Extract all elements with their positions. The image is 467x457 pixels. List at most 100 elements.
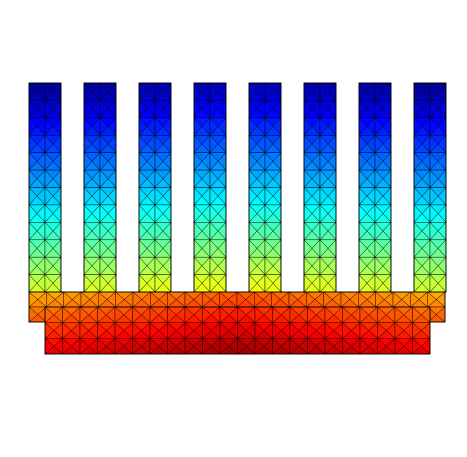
mesh-element xyxy=(44,274,54,293)
mesh-element xyxy=(319,239,329,258)
mesh-element xyxy=(272,322,282,339)
mesh-element xyxy=(359,322,370,339)
mesh-element xyxy=(394,322,405,339)
mesh-element xyxy=(374,100,384,119)
mesh-element xyxy=(97,322,107,339)
mesh-element xyxy=(429,256,439,275)
mesh-element xyxy=(209,169,219,188)
mesh-element xyxy=(412,322,422,339)
mesh-element xyxy=(319,117,329,136)
mesh-element xyxy=(374,117,384,136)
mesh-element xyxy=(154,82,164,101)
mesh-element xyxy=(44,204,54,223)
fin-5 xyxy=(248,82,282,293)
mesh-element xyxy=(429,117,439,136)
mesh-element xyxy=(307,322,317,339)
mesh-element xyxy=(264,204,274,223)
mesh-element xyxy=(44,256,54,275)
mesh-element xyxy=(394,306,405,323)
mesh-element xyxy=(377,306,387,323)
mesh-element xyxy=(374,82,384,101)
mesh-element xyxy=(209,274,219,293)
mesh-element xyxy=(98,291,108,308)
mesh-element xyxy=(219,306,230,323)
mesh-element xyxy=(412,338,422,355)
mesh-element xyxy=(324,322,335,339)
mesh-element xyxy=(219,291,229,308)
mesh-element xyxy=(79,338,90,355)
mesh-element xyxy=(319,135,329,153)
mesh-element xyxy=(99,135,109,153)
mesh-element xyxy=(237,338,247,355)
mesh-element xyxy=(114,322,125,339)
mesh-element xyxy=(429,274,439,293)
mesh-element xyxy=(44,100,54,119)
mesh-element xyxy=(374,152,384,171)
mesh-element xyxy=(307,338,317,355)
mesh-element xyxy=(209,82,219,101)
mesh-element xyxy=(62,338,72,355)
mesh-element xyxy=(154,222,164,241)
mesh-element xyxy=(342,306,352,323)
mesh-element xyxy=(237,306,247,323)
mesh-element xyxy=(132,338,142,355)
mesh-element xyxy=(202,306,212,323)
mesh-element xyxy=(342,338,352,355)
mesh-element xyxy=(202,322,212,339)
mesh-element xyxy=(377,338,387,355)
mesh-element xyxy=(154,135,164,153)
mesh-element xyxy=(358,291,368,308)
mesh-element xyxy=(264,152,274,171)
mesh-element xyxy=(271,291,281,308)
mesh-element xyxy=(209,222,219,241)
mesh-element xyxy=(324,338,335,355)
mesh-element xyxy=(44,82,54,101)
mesh-element xyxy=(264,187,274,206)
mesh-element xyxy=(167,306,177,323)
mesh-element xyxy=(427,291,437,308)
mesh-element xyxy=(374,239,384,258)
mesh-element xyxy=(319,256,329,275)
mesh-element xyxy=(97,338,107,355)
mesh-element xyxy=(340,291,350,308)
mesh-element xyxy=(319,152,329,171)
mesh-element xyxy=(154,256,164,275)
mesh-element xyxy=(359,338,370,355)
mesh-element xyxy=(412,306,422,323)
mesh-element xyxy=(289,306,300,323)
mesh-element xyxy=(306,291,316,308)
mesh-element xyxy=(97,306,107,323)
mesh-element xyxy=(114,306,125,323)
mesh-element xyxy=(149,322,160,339)
fins-group xyxy=(28,82,447,293)
mesh-element xyxy=(429,135,439,153)
mesh-element xyxy=(209,117,219,136)
heat-source-block-group xyxy=(44,306,431,355)
mesh-element xyxy=(374,135,384,153)
mesh-element xyxy=(154,187,164,206)
mesh-element xyxy=(209,187,219,206)
mesh-element xyxy=(62,322,72,339)
mesh-element xyxy=(114,338,125,355)
mesh-element xyxy=(319,82,329,101)
mesh-element xyxy=(392,291,402,308)
mesh-element xyxy=(202,338,212,355)
fin-1 xyxy=(28,82,62,293)
mesh-element xyxy=(319,169,329,188)
mesh-element xyxy=(184,322,195,339)
mesh-element xyxy=(254,322,265,339)
mesh-element xyxy=(410,291,420,308)
mesh-element xyxy=(99,274,109,293)
mesh-element xyxy=(319,204,329,223)
mesh-element xyxy=(149,306,160,323)
mesh-element xyxy=(394,338,405,355)
mesh-element xyxy=(209,256,219,275)
mesh-element xyxy=(374,274,384,293)
mesh-element xyxy=(99,82,109,101)
mesh-element xyxy=(359,306,370,323)
mesh-element xyxy=(150,291,160,308)
mesh-element xyxy=(429,152,439,171)
mesh-element xyxy=(319,222,329,241)
mesh-element xyxy=(264,222,274,241)
mesh-element xyxy=(319,187,329,206)
